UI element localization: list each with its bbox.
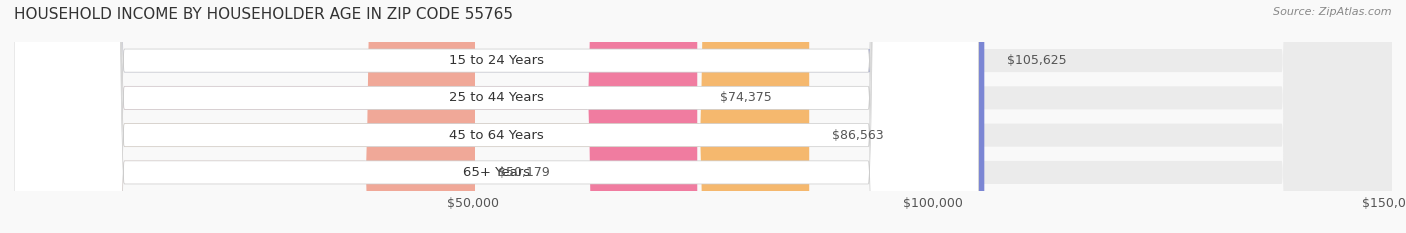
FancyBboxPatch shape: [14, 0, 1392, 233]
FancyBboxPatch shape: [14, 0, 1392, 233]
FancyBboxPatch shape: [14, 0, 1392, 233]
Text: $86,563: $86,563: [832, 129, 884, 142]
Text: $105,625: $105,625: [1007, 54, 1067, 67]
FancyBboxPatch shape: [14, 0, 979, 233]
FancyBboxPatch shape: [14, 0, 475, 233]
FancyBboxPatch shape: [14, 0, 810, 233]
Text: 15 to 24 Years: 15 to 24 Years: [449, 54, 544, 67]
Text: $50,179: $50,179: [498, 166, 550, 179]
FancyBboxPatch shape: [14, 0, 979, 233]
Text: 25 to 44 Years: 25 to 44 Years: [449, 91, 544, 104]
Text: 65+ Years: 65+ Years: [463, 166, 530, 179]
FancyBboxPatch shape: [14, 0, 697, 233]
FancyBboxPatch shape: [14, 0, 979, 233]
Text: 45 to 64 Years: 45 to 64 Years: [449, 129, 544, 142]
FancyBboxPatch shape: [14, 0, 1392, 233]
FancyBboxPatch shape: [14, 0, 979, 233]
Text: Source: ZipAtlas.com: Source: ZipAtlas.com: [1274, 7, 1392, 17]
FancyBboxPatch shape: [14, 0, 984, 233]
Text: HOUSEHOLD INCOME BY HOUSEHOLDER AGE IN ZIP CODE 55765: HOUSEHOLD INCOME BY HOUSEHOLDER AGE IN Z…: [14, 7, 513, 22]
Text: $74,375: $74,375: [720, 91, 772, 104]
